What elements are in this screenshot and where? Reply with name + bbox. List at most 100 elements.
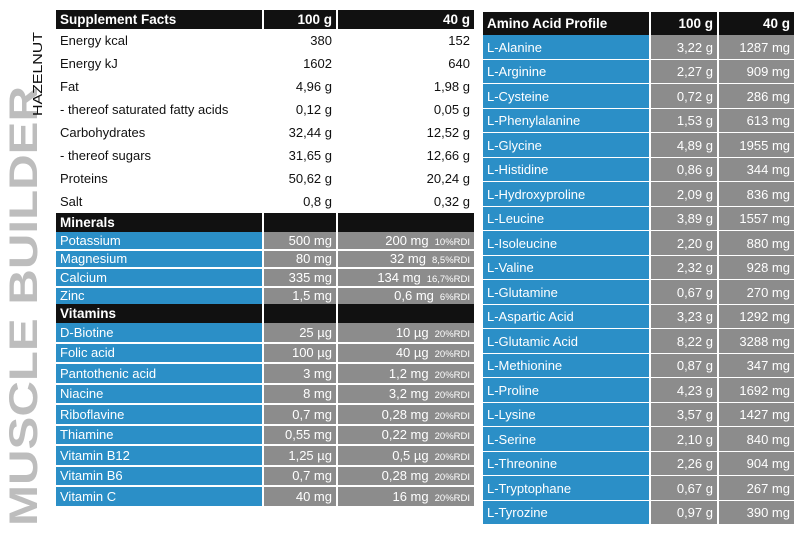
- minerals-row: Potassium 500 mg 200 mg 10%RDI: [56, 232, 474, 249]
- supplement-row: Salt 0,8 g 0,32 g: [56, 190, 474, 213]
- sep-cell: [338, 362, 474, 364]
- supplement-row: Energy kcal 380 152: [56, 29, 474, 52]
- rdi-percent: 20%RDI: [434, 451, 470, 463]
- value-40g: 1557 mg: [719, 206, 794, 232]
- rdi-percent: 16,7%RDI: [426, 273, 470, 285]
- nutrient-label: Folic acid: [56, 343, 262, 362]
- value-40g: 12,52 g: [338, 121, 474, 144]
- amino-acid-label: L-Methionine: [483, 353, 649, 379]
- value-40g: 200 mg: [385, 232, 429, 248]
- nutrient-label: Proteins: [56, 167, 262, 190]
- value-40g: 0,28 mg: [381, 406, 429, 422]
- supplement-row: Fat 4,96 g 1,98 g: [56, 75, 474, 98]
- amino-acid-table: Amino Acid Profile 100 g 40 g L-Alanine 3,22…: [481, 12, 796, 526]
- nutrient-label: Energy kJ: [56, 52, 262, 75]
- value-100g: 0,7 mg: [264, 466, 336, 485]
- value-40g: 344 mg: [719, 157, 794, 183]
- value-100g: 0,87 g: [651, 353, 717, 379]
- value-100g: 2,27 g: [651, 59, 717, 85]
- amino-acid-label: L-Cysteine: [483, 84, 649, 109]
- sep-cell: [264, 423, 336, 426]
- value-100g: 1,25 µg: [264, 446, 336, 465]
- amino-acid-label: L-Glycine: [483, 133, 649, 158]
- sep-cell: [264, 403, 336, 405]
- vitamins-row: Riboflavine 0,7 mg 0,28 mg 20%RDI: [56, 405, 474, 424]
- row-separator: [56, 485, 474, 487]
- nutrient-label: Energy kcal: [56, 29, 262, 52]
- value-100g: 0,55 mg: [264, 425, 336, 444]
- row-separator: [56, 267, 474, 269]
- row-separator: [56, 362, 474, 364]
- value-40g: 347 mg: [719, 353, 794, 379]
- sep-cell: [264, 464, 336, 467]
- sep-cell: [56, 248, 262, 251]
- amino-acid-label: L-Proline: [483, 378, 649, 403]
- value-100g: 0,7 mg: [264, 405, 336, 424]
- sep-cell: [56, 464, 262, 467]
- value-100g: 0,72 g: [651, 84, 717, 109]
- col-40g-header: 40 g: [338, 10, 474, 29]
- nutrient-label: Pantothenic acid: [56, 364, 262, 383]
- row-separator: [56, 248, 474, 251]
- col-100g-header: 100 g: [651, 12, 717, 36]
- vitamins-row: Vitamin B6 0,7 mg 0,28 mg 20%RDI: [56, 466, 474, 485]
- sep-cell: [338, 485, 474, 487]
- value-100g: 31,65 g: [264, 144, 336, 167]
- sep-cell: [56, 341, 262, 344]
- amino-acid-label: L-Glutamine: [483, 280, 649, 305]
- minerals-row: Calcium 335 mg 134 mg 16,7%RDI: [56, 269, 474, 286]
- amino-acid-title: Amino Acid Profile: [483, 12, 649, 36]
- amino-acid-label: L-Leucine: [483, 206, 649, 232]
- value-100g: 4,96 g: [264, 75, 336, 98]
- amino-acid-label: L-Isoleucine: [483, 231, 649, 256]
- minerals-row: Zinc 1,5 mg 0,6 mg 6%RDI: [56, 287, 474, 304]
- nutrient-label: Fat: [56, 75, 262, 98]
- value-100g: 0,8 g: [264, 190, 336, 213]
- nutrient-label: Potassium: [56, 232, 262, 249]
- nutrition-table: Supplement Facts 100 g 40 g Energy kcal 380 1…: [54, 10, 476, 506]
- value-40g-cell: 0,6 mg 6%RDI: [338, 287, 474, 304]
- sep-cell: [56, 403, 262, 405]
- nutrient-label: Vitamin C: [56, 487, 262, 506]
- value-40g: 0,5 µg: [392, 447, 429, 463]
- value-40g: 10 µg: [395, 324, 429, 340]
- value-100g: 380: [264, 29, 336, 52]
- value-40g: 0,05 g: [338, 98, 474, 121]
- amino-acid-label: L-Hydroxyproline: [483, 182, 649, 207]
- value-40g-cell: 0,28 mg 20%RDI: [338, 466, 474, 485]
- value-40g: 40 µg: [395, 345, 429, 361]
- amino-acid-label: L-Serine: [483, 427, 649, 452]
- nutrient-label: Riboflavine: [56, 405, 262, 424]
- value-40g: 836 mg: [719, 182, 794, 207]
- amino-acid-label: L-Valine: [483, 255, 649, 281]
- value-40g-cell: 134 mg 16,7%RDI: [338, 269, 474, 286]
- rdi-percent: 10%RDI: [434, 236, 470, 248]
- value-100g: 40 mg: [264, 487, 336, 506]
- amino-acid-row: L-Glutamic Acid 8,22 g 3288 mg: [483, 329, 794, 354]
- amino-acid-row: L-Methionine 0,87 g 347 mg: [483, 353, 794, 379]
- nutrient-label: Niacine: [56, 384, 262, 403]
- amino-acid-row: L-Threonine 2,26 g 904 mg: [483, 451, 794, 477]
- amino-acid-label: L-Tryptophane: [483, 476, 649, 501]
- value-40g: 3288 mg: [719, 329, 794, 354]
- amino-acid-row: L-Hydroxyproline 2,09 g 836 mg: [483, 182, 794, 207]
- value-40g-cell: 1,2 mg 20%RDI: [338, 364, 474, 383]
- amino-acid-row: L-Serine 2,10 g 840 mg: [483, 427, 794, 452]
- minerals-header-blank: [338, 213, 474, 232]
- minerals-row: Magnesium 80 mg 32 mg 8,5%RDI: [56, 250, 474, 267]
- vitamins-row: Vitamin C 40 mg 16 mg 20%RDI: [56, 487, 474, 506]
- sep-cell: [56, 444, 262, 446]
- row-separator: [56, 341, 474, 344]
- value-100g: 3,23 g: [651, 304, 717, 330]
- value-100g: 1,53 g: [651, 108, 717, 134]
- amino-acid-label: L-Alanine: [483, 35, 649, 60]
- rdi-percent: 20%RDI: [434, 390, 470, 402]
- value-40g: 0,22 mg: [381, 427, 429, 443]
- value-100g: 500 mg: [264, 232, 336, 249]
- value-100g: 0,67 g: [651, 280, 717, 305]
- row-separator: [56, 423, 474, 426]
- value-40g: 32 mg: [389, 251, 426, 267]
- col-100g-header: 100 g: [264, 10, 336, 29]
- sep-cell: [56, 382, 262, 385]
- value-100g: 1,5 mg: [264, 287, 336, 304]
